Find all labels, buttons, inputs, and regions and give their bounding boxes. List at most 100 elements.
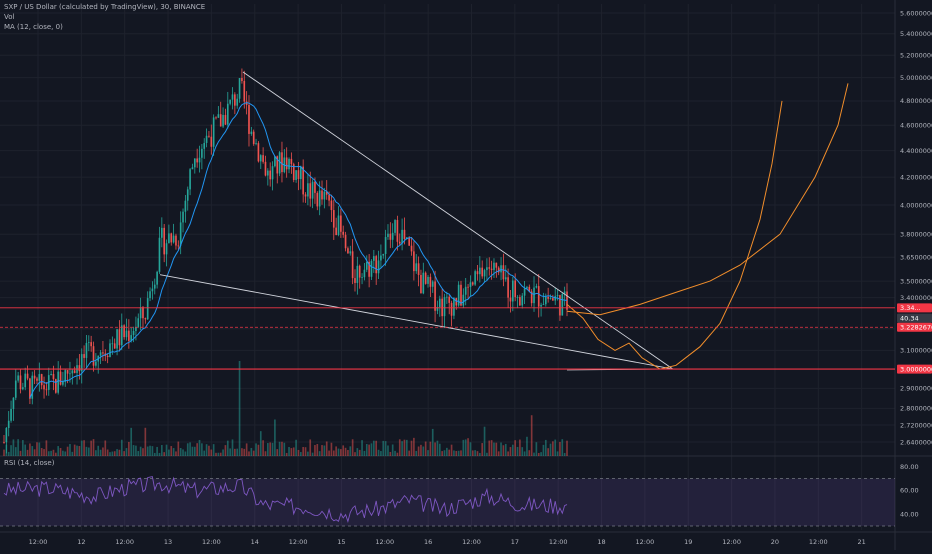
candle-body [483, 270, 486, 277]
volume-bar [415, 450, 418, 456]
volume-bar [201, 443, 203, 456]
resistance-trendline[interactable] [242, 71, 674, 370]
volume-bar [85, 446, 88, 456]
candle-body [361, 277, 363, 279]
candle-body [566, 291, 568, 310]
candle-body [304, 194, 307, 197]
price-tag[interactable] [897, 313, 932, 323]
volume-bar [391, 444, 394, 456]
rsi-pane [0, 476, 895, 527]
projection-path-b[interactable] [566, 83, 849, 316]
volume-bar [347, 450, 349, 456]
candle-body [123, 325, 125, 338]
time-axis[interactable]: 12:00 12 12:00 13 12:00 14 12:00 15 12:00 16 12:00… [29, 538, 866, 546]
price-tick-label: 2.80000000 [900, 405, 932, 413]
volume-bar [17, 439, 19, 456]
volume-bar [448, 449, 451, 456]
candle-body [87, 342, 90, 343]
ma-line [29, 102, 568, 399]
candle-body [391, 232, 394, 240]
candle-body [325, 191, 328, 195]
candle-body [365, 261, 368, 270]
volume-bar [307, 451, 309, 456]
candle-body [113, 343, 116, 349]
price-axis[interactable]: 2.64000000 2.72000000 2.80000000 2.90000000… [897, 9, 932, 518]
candle-body [130, 335, 133, 341]
candle-body [401, 229, 403, 244]
candle-body [3, 442, 5, 443]
candle-body [217, 114, 220, 118]
candle-body [245, 101, 248, 105]
volume-bar [340, 449, 342, 456]
volume-bar [549, 443, 552, 456]
volume-bar [278, 441, 281, 456]
volume-bar [222, 449, 224, 456]
candle-body [493, 262, 495, 270]
candle-body [106, 355, 109, 358]
price-tag[interactable] [897, 303, 932, 313]
candle-body [504, 277, 507, 280]
volume-bar [64, 451, 67, 456]
candle-body [547, 296, 549, 299]
volume-bar [455, 450, 458, 456]
price-tag[interactable] [897, 322, 932, 332]
volume-bar [457, 450, 460, 456]
candle-body [10, 408, 12, 421]
candle-body [236, 98, 239, 106]
candle-body [29, 378, 31, 399]
candle-body [203, 142, 206, 149]
rsi-legend[interactable]: RSI (14, close) [4, 459, 54, 467]
candle-body [177, 245, 180, 247]
volume-bar [26, 449, 29, 456]
drawings[interactable] [0, 71, 895, 371]
volume-legend[interactable]: Vol [4, 13, 14, 21]
candle-body [146, 298, 149, 320]
candle-body [434, 281, 436, 311]
symbol-legend[interactable]: SXP / US Dollar (calculated by TradingVi… [4, 3, 205, 11]
ma-legend[interactable]: MA (12, close, 0) [4, 23, 63, 31]
candle-body [377, 260, 380, 274]
candle-body [78, 365, 81, 372]
candle-body [422, 272, 425, 294]
candle-body [170, 233, 173, 243]
projection-path-a[interactable] [566, 100, 783, 370]
candle-body [307, 183, 309, 197]
volume-bar [403, 439, 406, 456]
support-trendline[interactable] [159, 274, 674, 370]
candle-body [274, 156, 276, 167]
volume-bar [153, 452, 156, 456]
volume-bar [179, 447, 182, 456]
volume-bar [36, 442, 38, 456]
price-tag[interactable] [897, 364, 932, 374]
candle-body [554, 296, 557, 301]
time-tick-label: 16 [424, 538, 432, 546]
volume-bar [149, 445, 151, 456]
candle-body [486, 267, 488, 271]
candle-body [408, 237, 410, 246]
time-tick-label: 12:00 [115, 538, 134, 546]
candle-body [215, 117, 217, 119]
candle-body [208, 135, 210, 137]
volume-bar [389, 451, 392, 456]
candle-body [542, 304, 545, 306]
volume-bar [471, 450, 474, 456]
rsi-band [0, 478, 895, 526]
candle-body [528, 286, 531, 292]
candle-body [340, 215, 342, 232]
rsi-tick-label: 60.00 [900, 487, 919, 495]
volume-bar [330, 442, 333, 456]
volume-bar [365, 443, 368, 456]
candle-body [259, 155, 262, 162]
volume-bar [373, 440, 375, 456]
time-tick-label: 12:00 [809, 538, 828, 546]
volume-bar [76, 445, 78, 456]
volume-bar [410, 440, 413, 456]
time-tick-label: 12:00 [202, 538, 221, 546]
candle-body [128, 330, 130, 341]
price-tick-label: 5.00000000 [900, 74, 932, 82]
candle-body [210, 136, 213, 147]
candle-body [398, 241, 401, 244]
